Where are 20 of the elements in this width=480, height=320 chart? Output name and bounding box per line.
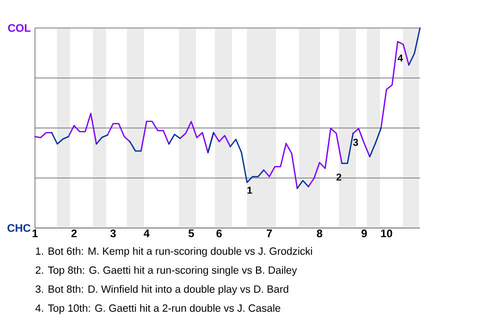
annotation: 4 bbox=[398, 54, 403, 62]
x-tick-label: 2 bbox=[71, 230, 77, 238]
x-tick-label: 5 bbox=[188, 230, 194, 238]
ref-line-label: CHC bbox=[8, 224, 30, 232]
annotation: 1 bbox=[247, 186, 252, 194]
x-tick-label: 8 bbox=[316, 230, 322, 238]
ref-line-label: COL bbox=[8, 24, 30, 32]
text: 2. Top 8th: G. Gaetti hit a run-scoring single vs B. Dailey bbox=[36, 266, 297, 276]
text: 4. Top 10th: G. Gaetti hit a 2-run double vs J. Casale bbox=[35, 304, 280, 314]
annotation: 2 bbox=[336, 174, 342, 181]
x-tick-label: 6 bbox=[216, 230, 222, 238]
text: 3. Bot 8th: D. Winfield hit into a double play vs D. Bard bbox=[36, 285, 288, 295]
x-tick-label: 3 bbox=[110, 230, 116, 238]
x-tick-label: 9 bbox=[362, 230, 367, 238]
annotation: 3 bbox=[353, 138, 358, 146]
x-tick-label: 10 bbox=[381, 230, 392, 238]
text: 1. Bot 6th: M. Kemp hit a run-scoring double vs J. Grodzicki bbox=[36, 247, 312, 257]
x-tick-label: 1 bbox=[32, 230, 38, 238]
x-tick-label: 7 bbox=[266, 230, 272, 238]
x-tick-label: 4 bbox=[144, 230, 150, 238]
